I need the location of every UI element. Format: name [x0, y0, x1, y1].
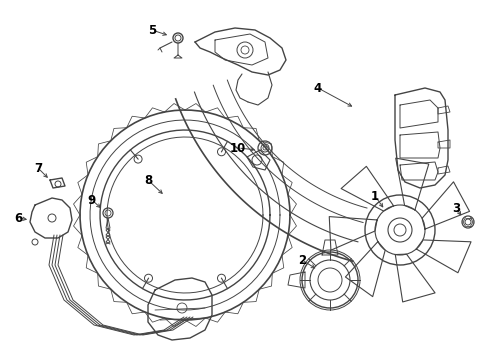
Polygon shape [421, 182, 468, 229]
Text: 5: 5 [147, 23, 156, 36]
Polygon shape [415, 240, 470, 273]
Text: 2: 2 [297, 253, 305, 266]
Text: 1: 1 [370, 189, 378, 202]
Polygon shape [395, 158, 428, 210]
Polygon shape [341, 166, 393, 211]
Polygon shape [328, 217, 376, 250]
Text: 10: 10 [229, 141, 245, 154]
Text: 6: 6 [14, 212, 22, 225]
Polygon shape [394, 254, 434, 302]
Text: 7: 7 [34, 162, 42, 175]
Text: 4: 4 [313, 81, 322, 95]
Text: 9: 9 [88, 194, 96, 207]
Text: 8: 8 [143, 174, 152, 186]
Polygon shape [345, 242, 385, 297]
Text: 3: 3 [451, 202, 459, 215]
